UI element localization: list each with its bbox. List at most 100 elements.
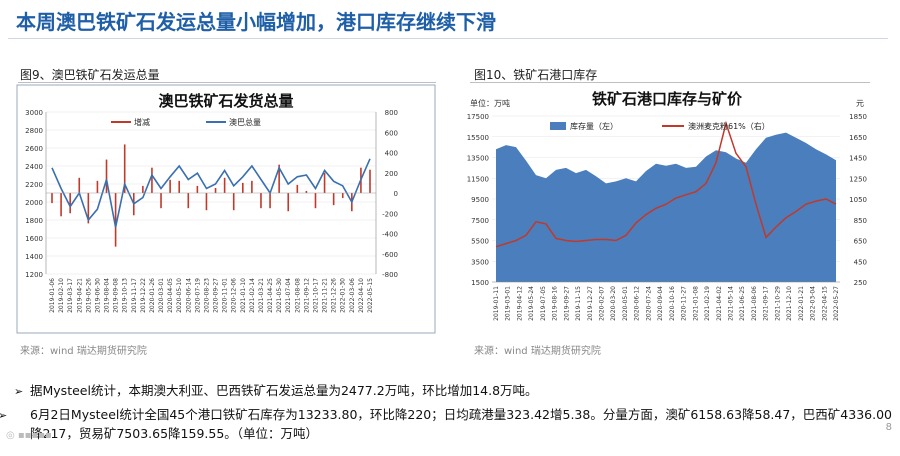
bar [278,164,280,193]
bullet-item: ➢ 据Mysteel统计，本期澳大利亚、巴西铁矿石发运总量为2477.2万吨，环比… [14,382,894,401]
y-left-tick-label: 15500 [467,134,489,142]
x-tick-label: 2019-01-06 [49,278,56,313]
y-right-tick-label: 200 [385,170,398,178]
x-tick-label: 2020-07-19 [194,278,201,313]
x-tick-label: 2019-04-12 [516,286,523,321]
x-tick-label: 2021-09-12 [303,278,310,313]
page-title: 本周澳巴铁矿石发运总量小幅增加，港口库存继续下滑 [16,10,496,34]
x-tick-label: 2021-05-30 [276,278,283,313]
bullet-text: 据Mysteel统计，本期澳大利亚、巴西铁矿石发运总量为2477.2万吨，环比增… [30,383,538,398]
y-right-tick-label: 1650 [849,134,867,142]
bar [114,193,117,247]
y-left-tick-label: 9500 [471,196,489,204]
x-tick-label: 2021-02-19 [704,286,711,321]
bar [123,144,126,193]
x-tick-label: 2021-08-08 [294,278,301,313]
x-tick-label: 2019-09-08 [113,278,120,313]
x-tick-label: 2022-03-04 [810,286,817,321]
x-tick-label: 2022-01-21 [798,286,805,321]
bar [251,180,253,193]
right-unit-label: 元 [856,99,864,108]
y-right-tick-label: 250 [854,279,867,287]
y-right-tick-label: 1450 [849,155,867,163]
y-right-tick-label: 1250 [849,175,867,183]
x-tick-label: 2019-08-16 [552,286,559,321]
bar [242,182,244,193]
bar [232,193,235,211]
x-tick-label: 2022-05-15 [367,278,374,313]
bar [78,177,81,193]
x-tick-label: 2021-11-21 [322,278,329,313]
page-number: 8 [885,422,892,433]
y-left-tick-label: 2600 [25,145,43,153]
x-tick-label: 2020-11-27 [681,286,688,321]
right-figure-divider [470,82,870,83]
y-left-tick-label: 1200 [25,271,43,279]
bar [187,193,190,209]
left-chart: 澳巴铁矿石发货总量 120014001600180020002200240026… [16,84,436,334]
bar [369,169,371,193]
legend-swatch [550,122,566,130]
bar [60,193,62,217]
bar [323,172,326,193]
x-tick-label: 2021-03-21 [258,278,265,313]
x-tick-label: 2021-12-26 [331,278,338,313]
x-tick-label: 2019-12-22 [140,278,147,313]
x-tick-label: 2020-11-01 [222,278,229,313]
left-unit-label: 单位：万吨 [470,98,510,108]
bar [87,193,90,224]
bar [96,180,99,193]
x-tick-label: 2020-03-20 [610,286,617,321]
x-tick-label: 2021-04-02 [716,286,723,321]
left-source: 来源：wind 瑞达期货研究院 [20,346,147,357]
x-tick-label: 2020-05-10 [176,278,183,313]
bar [169,179,171,193]
x-tick-label: 2022-05-27 [833,286,840,321]
x-tick-label: 2019-11-15 [575,286,582,321]
bar [69,193,71,214]
x-tick-label: 2021-01-10 [240,278,247,313]
right-figure-label: 图10、铁矿石港口库存 [474,68,598,82]
bar [142,185,144,193]
title-divider [8,38,888,39]
bullet-item: ➢ 6月2日Mysteel统计全国45个港口铁矿石库存为13233.80，环比降2… [0,406,898,443]
right-chart: 铁矿石港口库存与矿价 单位：万吨 元 1500 3500 5500 7500 9500 1… [467,90,867,321]
y-left-tick-label: 2400 [25,163,43,171]
y-left-tick-label: 1500 [471,279,489,287]
y-left-tick-label: 3500 [471,258,489,266]
x-tick-label: 2021-01-08 [692,286,699,321]
watermark-logo: ◎ ▪▪▪▪▪ [6,430,52,441]
bar [214,187,217,193]
x-tick-label: 2020-01-26 [149,278,156,313]
x-tick-label: 2019-04-21 [76,278,83,313]
bar [51,193,53,204]
bar [196,185,199,193]
y-left-tick-label: 13500 [467,155,489,163]
bar [160,193,162,209]
x-tick-label: 2021-10-29 [774,286,781,321]
bullet-text: 6月2日Mysteel统计全国45个港口铁矿石库存为13233.80，环比降22… [30,407,893,441]
left-figure-divider [18,82,436,83]
y-left-tick-label: 2800 [25,127,43,135]
bar [287,193,290,212]
bar [296,184,299,193]
y-left-tick-label: 1400 [25,253,43,261]
x-tick-label: 2020-06-12 [634,286,641,321]
x-tick-label: 2022-03-06 [349,278,356,313]
x-tick-label: 2020-02-07 [599,286,606,321]
series-line [495,120,837,248]
x-tick-label: 2021-02-14 [249,278,256,313]
right-source: 来源：wind 瑞达期货研究院 [474,346,601,357]
x-tick-label: 2019-05-26 [85,278,92,313]
y-right-tick-label: 800 [385,109,398,117]
legend-label: 增减 [134,117,150,127]
y-right-tick-label: 1850 [849,113,867,121]
x-tick-label: 2021-12-10 [786,286,793,321]
y-right-tick-label: 1050 [849,196,867,204]
x-tick-label: 2019-03-17 [67,278,74,313]
bar [205,193,208,211]
y-right-tick-label: 450 [854,258,867,266]
y-right-tick-label: 0 [394,190,398,198]
x-tick-label: 2019-10-13 [122,278,129,313]
x-tick-label: 2020-06-14 [185,278,192,313]
